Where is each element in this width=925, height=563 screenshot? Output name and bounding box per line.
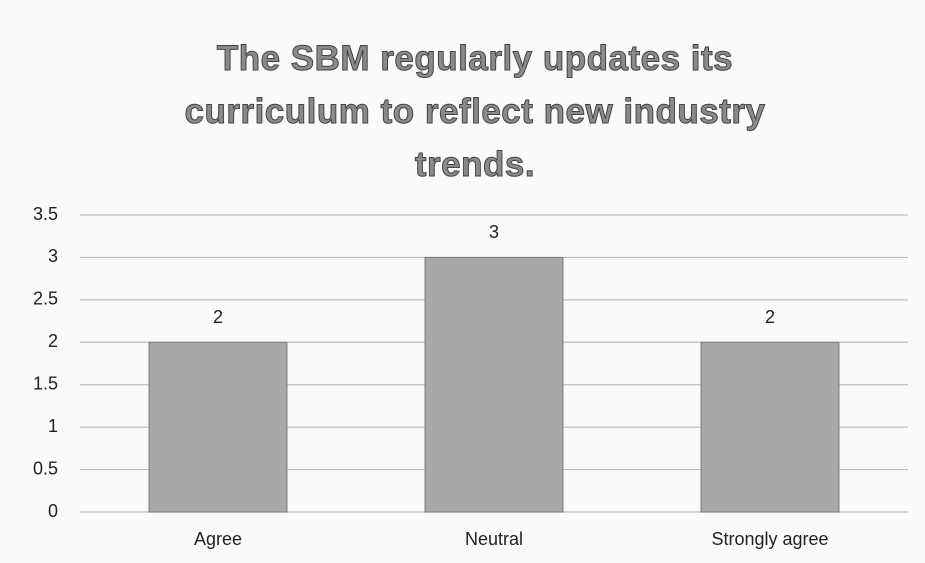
y-tick-label: 3.5: [33, 204, 58, 224]
y-tick-label: 0: [48, 501, 58, 521]
data-label: 2: [765, 307, 775, 327]
bar: [700, 341, 840, 513]
y-tick-label: 1: [48, 416, 58, 436]
x-tick-label: Strongly agree: [711, 529, 828, 549]
y-tick-label: 2: [48, 331, 58, 351]
bar: [148, 341, 288, 513]
x-tick-label: Neutral: [465, 529, 523, 549]
data-label: 2: [213, 307, 223, 327]
bar: [424, 256, 564, 513]
y-tick-label: 2.5: [33, 289, 58, 309]
y-tick-label: 1.5: [33, 373, 58, 393]
x-tick-label: Agree: [194, 529, 242, 549]
y-tick-label: 3: [48, 246, 58, 266]
chart-title: The SBM regularly updates its curriculum…: [184, 39, 766, 185]
y-tick-label: 0.5: [33, 458, 58, 478]
data-label: 3: [489, 222, 499, 242]
